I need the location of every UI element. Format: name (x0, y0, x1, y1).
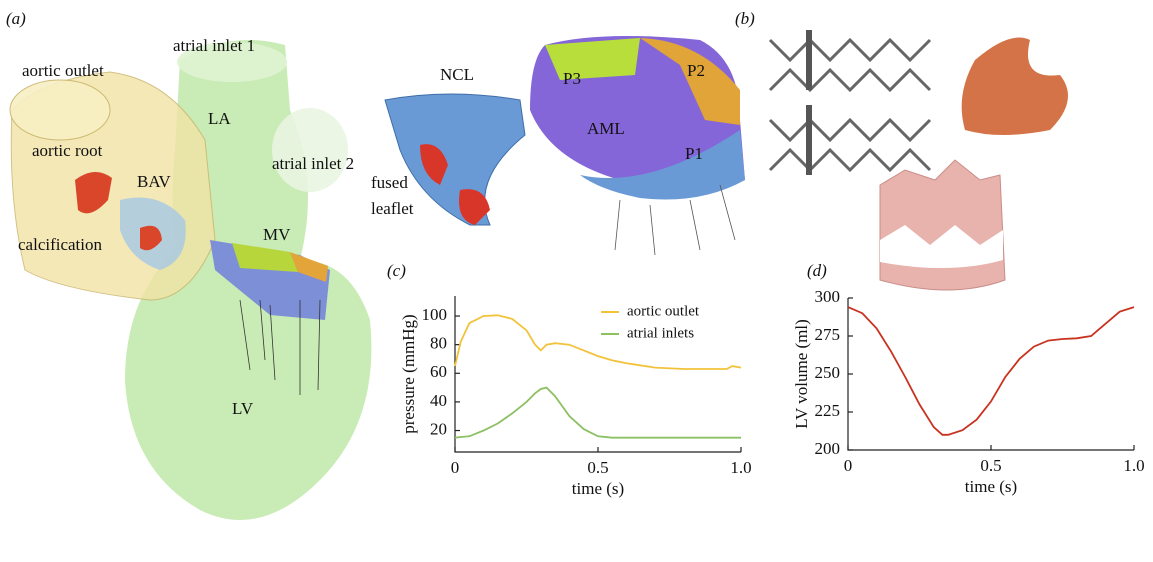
anatomy-label: BAV (137, 172, 171, 191)
anatomy-label: calcification (18, 235, 103, 254)
chart-title: (c) (387, 261, 406, 280)
data-line (455, 315, 741, 369)
anatomy-label: LV (232, 399, 254, 418)
y-axis-label: pressure (mmHg) (399, 314, 418, 433)
valve-label: P2 (687, 61, 705, 80)
y-tick-label: 200 (815, 439, 841, 458)
valve-label: AML (587, 119, 625, 138)
data-line (848, 307, 1134, 435)
y-tick-label: 275 (815, 325, 841, 344)
y-tick-label: 100 (422, 305, 448, 324)
valve-label: P3 (563, 69, 581, 88)
x-tick-label: 1.0 (730, 458, 751, 477)
valve-label: P1 (685, 144, 703, 163)
anatomy-label: aortic outlet (22, 61, 104, 80)
panel-label: (a) (6, 9, 26, 28)
x-tick-label: 0 (451, 458, 460, 477)
y-tick-label: 300 (815, 287, 841, 306)
y-tick-label: 60 (430, 362, 447, 381)
figure: (a) aortic outlet atrial inlet 1 LA atri… (0, 0, 1153, 562)
chart-title: (d) (807, 261, 827, 280)
device-models (770, 30, 1068, 290)
anatomy-label: atrial inlet 1 (173, 36, 255, 55)
x-axis-label: time (s) (965, 477, 1017, 496)
x-tick-label: 0.5 (980, 456, 1001, 475)
y-tick-label: 225 (815, 401, 841, 420)
valve-label: fused (371, 173, 408, 192)
y-axis-label: LV volume (ml) (792, 319, 811, 429)
x-tick-label: 1.0 (1123, 456, 1144, 475)
anatomy-label: LA (208, 109, 231, 128)
legend-label: aortic outlet (627, 303, 700, 319)
valve-label: leaflet (371, 199, 414, 218)
axis-line (848, 298, 1134, 450)
y-tick-label: 20 (430, 419, 447, 438)
legend-label: atrial inlets (627, 325, 694, 341)
anatomy-label: aortic root (32, 141, 103, 160)
x-tick-label: 0.5 (587, 458, 608, 477)
x-tick-label: 0 (844, 456, 853, 475)
panel-label: (b) (735, 9, 755, 28)
y-tick-label: 250 (815, 363, 841, 382)
y-tick-label: 80 (430, 334, 447, 353)
heart-model (10, 40, 371, 520)
anatomy-label: atrial inlet 2 (272, 154, 354, 173)
data-line (455, 388, 741, 438)
valve-label: NCL (440, 65, 474, 84)
y-tick-label: 40 (430, 391, 447, 410)
x-axis-label: time (s) (572, 479, 624, 498)
anatomy-label: MV (263, 225, 291, 244)
